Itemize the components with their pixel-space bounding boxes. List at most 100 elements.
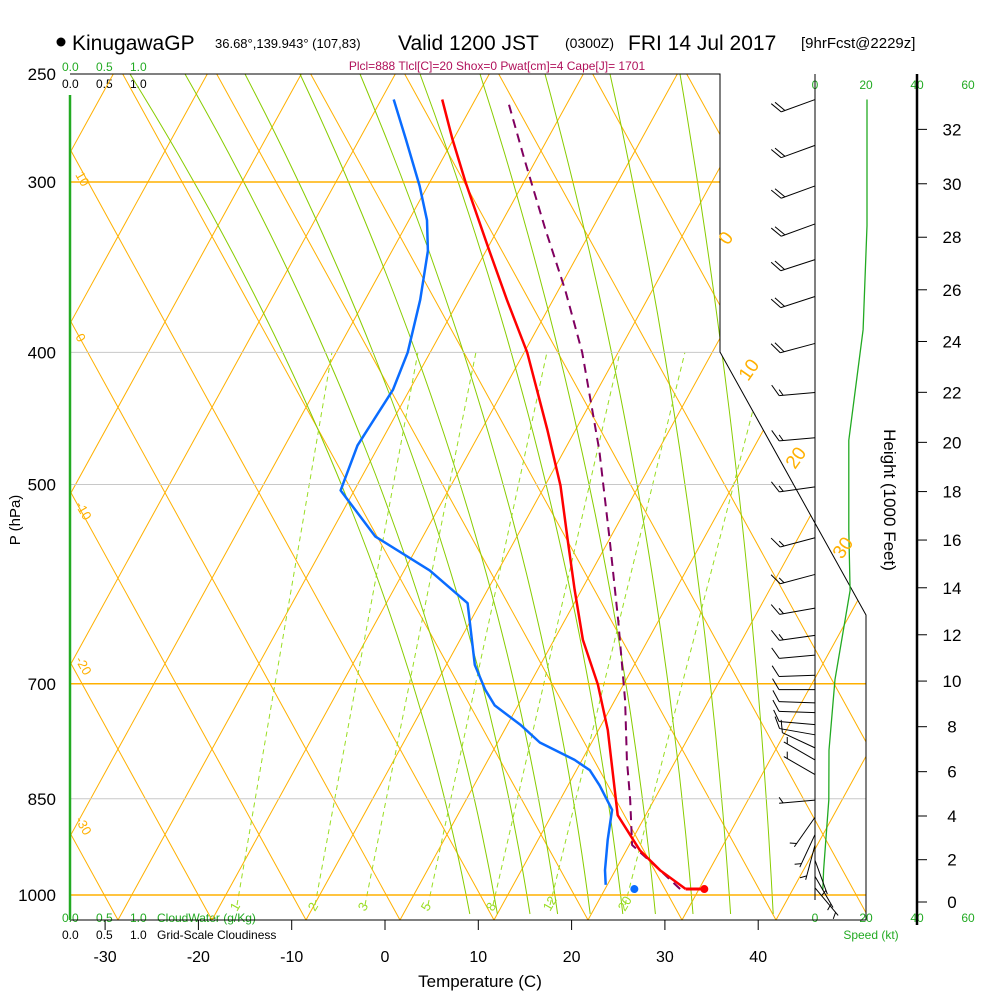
wind-barb (814, 860, 828, 896)
height-tick-label: 8 (947, 718, 956, 737)
height-tick-label: 28 (943, 228, 962, 247)
profiles (339, 99, 709, 894)
wind-barb-staff (779, 437, 816, 442)
wind-barb-staff (779, 391, 816, 397)
wind-barb-half-feather (799, 875, 807, 879)
background-lines (70, 74, 866, 920)
moist-adiabat-line (479, 74, 656, 915)
isotherm-label: 0 (72, 331, 89, 345)
wind-barb-staff (814, 887, 839, 916)
isotherm-line (305, 74, 772, 920)
top-scales: 0.0 0.5 1.0 0.0 0.5 1.0 0.0 0.5 1.0 CloudWater (g… (62, 60, 975, 942)
cloudiness-tick-top: 0.0 (62, 77, 79, 91)
wind-barb-feather (772, 699, 780, 712)
wind-barb-staff (782, 732, 816, 749)
wind-barb-half-feather (794, 863, 802, 865)
dry-adiabat-line (122, 74, 589, 920)
wind-barb-feather (774, 260, 785, 270)
wind-barb (771, 647, 816, 659)
wind-barb-feather (770, 298, 782, 309)
wind-barb-staff (783, 741, 816, 761)
wind-barb (770, 259, 816, 272)
wind-barb-feather (771, 430, 780, 442)
wind-barb-staff (783, 756, 816, 776)
pressure-tick-label: 250 (28, 65, 56, 84)
wind-barb-half-feather (778, 540, 785, 547)
wind-barb-feather (773, 709, 780, 722)
mixing-ratio-line (427, 351, 548, 906)
cloudwater-tick-top: 0.0 (62, 60, 79, 74)
wind-barb-feather (771, 647, 780, 659)
wind-barb-staff (814, 860, 828, 895)
mixing-ratio-label: 8 (483, 900, 500, 914)
wind-barb (770, 573, 816, 585)
moist-adiabat-line (679, 74, 774, 915)
moist-adiabat-line (129, 74, 471, 915)
wind-barb (799, 844, 816, 880)
wind-barb (770, 99, 816, 113)
isotherm-line (775, 74, 866, 920)
moist-adiabat-line (609, 74, 732, 915)
wind-barb (770, 604, 816, 615)
wind-barb (770, 144, 816, 159)
isotherm-line (70, 74, 490, 920)
wind-barb-staff (780, 537, 816, 548)
wind-barb-feather (774, 147, 786, 157)
mixing-ratio-line (236, 351, 333, 906)
wind-barb-staff (780, 342, 816, 354)
height-tick-label: 22 (943, 383, 962, 402)
wind-barb-staff (779, 728, 816, 736)
wind-barb (794, 834, 816, 868)
wind-barb-feather (772, 690, 780, 702)
wind-barb-feather (770, 149, 782, 159)
height-tick-label: 18 (943, 483, 962, 502)
dry-adiabat-line (498, 74, 866, 920)
forecast-info: [9hrFcst@2229z] (801, 35, 915, 52)
wind-barb-feather (771, 384, 780, 396)
wind-barb-feather (770, 604, 780, 615)
station-name: KinugawaGP (72, 32, 195, 55)
wind-barb (770, 537, 816, 548)
temperature-line (440, 99, 687, 891)
dry-adiabat-line (70, 74, 213, 920)
cloudiness-tick-bottom: 1.0 (130, 928, 147, 942)
temperature-tick-label: 0 (381, 949, 390, 966)
speed-tick-top: 20 (859, 78, 873, 92)
temperature-tick-label: 10 (469, 949, 487, 966)
plot-frame (68, 73, 919, 925)
wind-barb-feather (770, 189, 782, 199)
wind-barb-staff (780, 573, 816, 585)
wind-barb-staff (779, 720, 816, 726)
height-tick-label: 10 (943, 672, 962, 691)
isotherm-line (70, 74, 208, 920)
pressure-tick-label: 700 (28, 675, 56, 694)
mixing-ratio-line (492, 351, 621, 906)
wind-barb-feather (770, 227, 782, 237)
wind-barb (814, 887, 839, 920)
height-tick-label: 4 (947, 807, 956, 826)
surface-temperature-dot (700, 885, 709, 894)
height-tick-label: 30 (943, 175, 962, 194)
mixing-ratio-line (314, 351, 419, 906)
isotherm-line (587, 74, 866, 920)
dry-adiabat-line (592, 74, 866, 920)
y2-axis-label: Height (1000 Feet) (880, 429, 899, 571)
cloudwater-tick-top: 1.0 (130, 60, 147, 74)
wind-barb-feather (770, 103, 782, 113)
pressure-tick-label: 1000 (18, 886, 56, 905)
temperature-tick-label: -10 (280, 949, 303, 966)
moist-adiabat-line (244, 74, 531, 915)
stability-indices: Plcl=888 Tlcl[C]=20 Shox=0 Pwat[cm]=4 Ca… (349, 59, 646, 73)
wind-barb (780, 719, 816, 749)
wind-barb (789, 816, 816, 848)
speed-tick-top: 60 (961, 78, 975, 92)
mixing-ratio-label: 20 (615, 893, 635, 913)
wind-barb-half-feather (778, 434, 784, 441)
wind-panel (770, 99, 868, 920)
wind-barb-half-feather (827, 903, 832, 911)
moist-adiabat-line (359, 74, 591, 915)
wind-barb-feather (772, 678, 780, 690)
temperature-tick-label: 20 (563, 949, 581, 966)
utc-time: (0300Z) (565, 35, 614, 51)
cloudiness-tick-bottom: 0.5 (96, 928, 113, 942)
